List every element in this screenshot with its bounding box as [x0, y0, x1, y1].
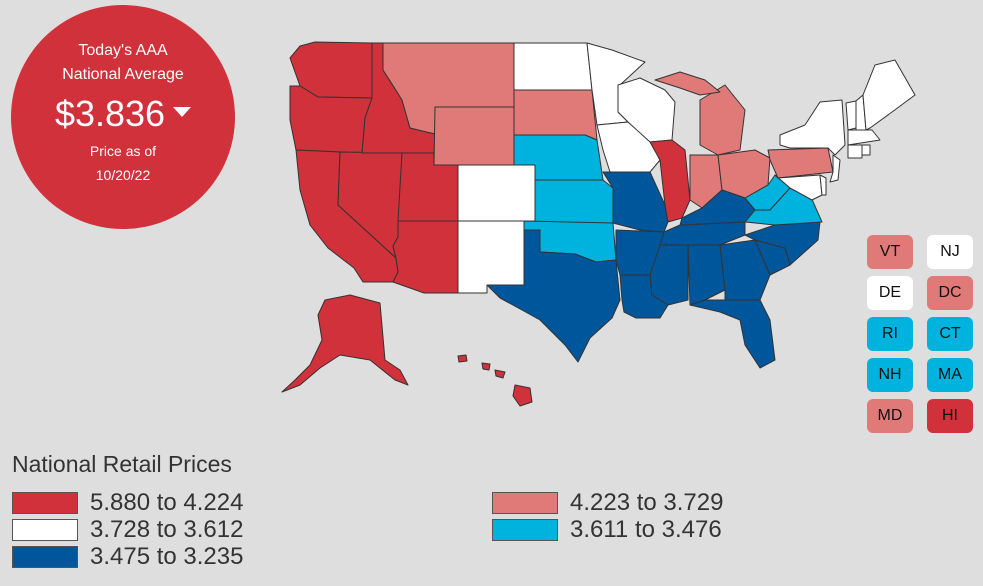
state-CO[interactable] — [457, 164, 536, 222]
price-date: 10/20/22 — [95, 167, 151, 183]
legend-swatch — [12, 519, 78, 541]
legend-swatch — [492, 492, 558, 514]
state-HI-3[interactable] — [494, 369, 506, 379]
state-MI[interactable] — [699, 84, 746, 156]
national-average-price[interactable]: $3.836 — [11, 93, 235, 135]
state-SD[interactable] — [513, 89, 598, 141]
state-ND[interactable] — [513, 42, 593, 91]
state-box-vt[interactable]: VT — [867, 235, 913, 269]
state-AZ[interactable] — [392, 220, 459, 294]
state-KS[interactable] — [534, 179, 614, 224]
state-box-ct[interactable]: CT — [927, 317, 973, 351]
legend-label: 3.728 to 3.612 — [90, 516, 244, 543]
state-box-nh[interactable]: NH — [867, 358, 913, 392]
state-box-ri[interactable]: RI — [867, 317, 913, 351]
state-VA[interactable] — [744, 187, 823, 226]
legend-item: 3.611 to 3.476 — [492, 516, 722, 543]
price-as-of-label: Price as of — [89, 143, 157, 159]
legend-label: 3.475 to 3.235 — [90, 543, 244, 570]
caret-down-icon[interactable] — [173, 107, 192, 118]
legend-item: 3.728 to 3.612 — [12, 516, 244, 543]
legend-swatch — [12, 546, 78, 568]
state-AK[interactable] — [281, 294, 409, 393]
state-NM[interactable] — [457, 220, 525, 294]
state-CT[interactable] — [847, 144, 863, 159]
state-HI-4[interactable] — [512, 384, 533, 407]
price-value: $3.836 — [54, 93, 166, 134]
state-box-md[interactable]: MD — [867, 399, 913, 433]
state-AL[interactable] — [687, 244, 726, 306]
state-MI-UP[interactable] — [654, 71, 721, 96]
legend-label: 5.880 to 4.224 — [90, 489, 244, 516]
state-PA[interactable] — [767, 147, 834, 179]
state-box-nj[interactable]: NJ — [927, 235, 973, 269]
legend-item: 4.223 to 3.729 — [492, 489, 724, 516]
state-HI-1[interactable] — [457, 354, 468, 363]
state-NJ[interactable] — [829, 154, 841, 183]
state-box-dc[interactable]: DC — [927, 276, 973, 310]
state-TN[interactable] — [659, 221, 746, 246]
state-box-de[interactable]: DE — [867, 276, 913, 310]
state-TX[interactable] — [486, 229, 621, 363]
state-DE[interactable] — [819, 174, 827, 196]
state-box-ma[interactable]: MA — [927, 358, 973, 392]
legend-label: 4.223 to 3.729 — [570, 489, 724, 516]
legend-title: National Retail Prices — [12, 451, 232, 477]
state-RI[interactable] — [861, 144, 871, 156]
legend-label: 3.611 to 3.476 — [570, 516, 722, 543]
legend-swatch — [12, 492, 78, 514]
state-WY[interactable] — [433, 106, 515, 166]
badge-line2: National Average — [62, 66, 184, 83]
legend-swatch — [492, 519, 558, 541]
state-box-hi[interactable]: HI — [927, 399, 973, 433]
state-VT[interactable] — [845, 100, 857, 131]
state-FL[interactable] — [689, 299, 776, 369]
badge-line1: Today's AAA — [78, 42, 168, 59]
legend-item: 3.475 to 3.235 — [12, 543, 244, 570]
legend-item: 5.880 to 4.224 — [12, 489, 244, 516]
state-HI-2[interactable] — [481, 362, 491, 371]
national-average-badge: Today's AAA National Average $3.836 Pric… — [11, 5, 235, 229]
state-NY[interactable] — [779, 99, 846, 156]
state-MO[interactable] — [602, 171, 669, 233]
state-ME[interactable] — [862, 59, 916, 131]
state-MA[interactable] — [847, 129, 881, 146]
